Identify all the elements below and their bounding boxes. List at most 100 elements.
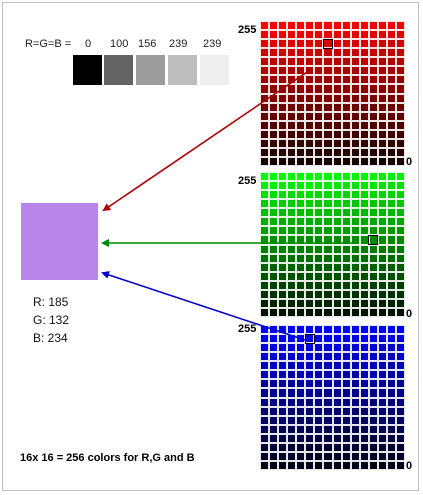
green-grid-cell [386, 190, 396, 200]
red-grid-cell [332, 30, 342, 40]
green-grid-cell [332, 244, 342, 254]
red-grid-cell [350, 48, 360, 58]
red-grid-cell [350, 102, 360, 112]
blue-grid-cell [341, 424, 351, 434]
red-grid-cell [350, 21, 360, 31]
red-grid-cell [314, 129, 324, 139]
green-grid-cell [305, 208, 315, 218]
blue-grid-cell [350, 415, 360, 425]
green-grid-cell [368, 262, 378, 272]
gray-prefix: R=G=B = [25, 38, 72, 50]
blue-grid-cell [377, 451, 387, 461]
green-grid-cell [323, 262, 333, 272]
red-grid-cell [377, 93, 387, 103]
green-grid-cell [350, 181, 360, 191]
red-grid-cell [359, 138, 369, 148]
blue-grid-cell [350, 397, 360, 407]
green-grid-cell [395, 217, 405, 227]
blue-grid-cell [287, 361, 297, 371]
blue-grid-cell [377, 370, 387, 380]
green-grid-cell [314, 289, 324, 299]
red-grid-cell [377, 84, 387, 94]
gray-swatch-3 [168, 55, 197, 85]
red-grid-cell [305, 156, 315, 166]
red-grid-cell [359, 30, 369, 40]
green-grid-cell [260, 289, 270, 299]
green-grid-cell [395, 271, 405, 281]
red-grid-cell [305, 48, 315, 58]
green-grid-cell [305, 253, 315, 263]
blue-arrow [101, 271, 306, 341]
red-grid-cell [350, 30, 360, 40]
red-grid-cell [395, 156, 405, 166]
blue-grid-cell [377, 343, 387, 353]
blue-grid-cell [260, 451, 270, 461]
red-grid-cell [278, 57, 288, 67]
b-value: B: 234 [33, 331, 68, 345]
blue-grid [260, 325, 405, 470]
green-grid-cell [323, 208, 333, 218]
green-grid-cell [305, 244, 315, 254]
green-grid-cell [377, 262, 387, 272]
green-grid-cell [278, 289, 288, 299]
blue-grid-cell [305, 451, 315, 461]
green-grid-cell [368, 253, 378, 263]
blue-grid-cell [260, 424, 270, 434]
green-grid-cell [296, 244, 306, 254]
red-grid-cell [278, 102, 288, 112]
red-grid-cell [386, 39, 396, 49]
gray-value-1: 100 [110, 38, 129, 50]
red-grid-cell [323, 147, 333, 157]
red-grid-cell [395, 93, 405, 103]
red-grid-cell [269, 30, 279, 40]
green-grid-cell [287, 244, 297, 254]
red-grid-cell [260, 102, 270, 112]
blue-max-label: 255 [238, 323, 257, 335]
red-grid-cell [368, 93, 378, 103]
red-grid-cell [314, 147, 324, 157]
red-grid-cell [368, 48, 378, 58]
blue-grid-cell [323, 379, 333, 389]
red-grid-cell [260, 21, 270, 31]
blue-grid-cell [350, 433, 360, 443]
green-grid-cell [323, 307, 333, 317]
green-grid-cell [296, 199, 306, 209]
blue-grid-cell [386, 334, 396, 344]
blue-grid-cell [395, 334, 405, 344]
blue-grid-cell [332, 352, 342, 362]
blue-grid-cell [395, 343, 405, 353]
green-grid-cell [305, 199, 315, 209]
blue-grid-cell [278, 451, 288, 461]
red-grid-cell [269, 84, 279, 94]
red-grid-cell [350, 111, 360, 121]
blue-grid-cell [332, 361, 342, 371]
red-grid-cell [305, 30, 315, 40]
green-grid-cell [395, 280, 405, 290]
red-grid-cell [368, 111, 378, 121]
red-grid-cell [368, 57, 378, 67]
blue-grid-cell [350, 352, 360, 362]
blue-min-label: 0 [406, 460, 413, 472]
red-grid-cell [377, 30, 387, 40]
blue-grid-cell [269, 415, 279, 425]
red-grid-cell [296, 39, 306, 49]
blue-grid-cell [350, 451, 360, 461]
green-grid-cell [368, 208, 378, 218]
red-grid-cell [278, 48, 288, 58]
red-grid-cell [287, 111, 297, 121]
blue-grid-cell [278, 460, 288, 470]
green-grid-cell [332, 208, 342, 218]
red-grid-cell [287, 147, 297, 157]
red-grid-cell [323, 156, 333, 166]
green-grid-cell [323, 289, 333, 299]
blue-grid-cell [260, 361, 270, 371]
green-grid-cell [296, 172, 306, 182]
green-grid-cell [296, 289, 306, 299]
blue-grid-cell [305, 343, 315, 353]
green-grid-cell [386, 307, 396, 317]
green-grid-cell [296, 280, 306, 290]
blue-grid-cell [332, 442, 342, 452]
green-grid-cell [395, 253, 405, 263]
red-grid-cell [269, 156, 279, 166]
green-grid-cell [269, 262, 279, 272]
